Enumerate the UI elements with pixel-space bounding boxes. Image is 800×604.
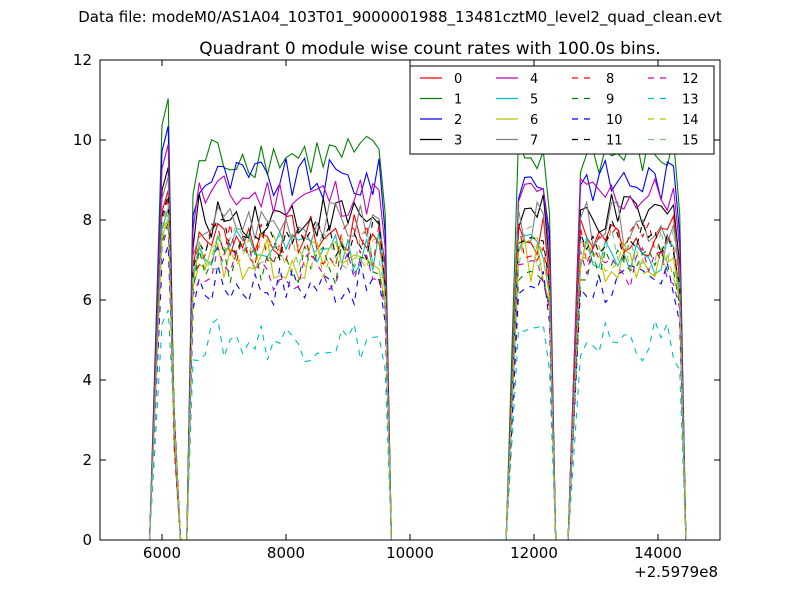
series-line-15 bbox=[149, 204, 687, 540]
y-tick-label: 0 bbox=[82, 531, 92, 549]
x-tick-label: 8000 bbox=[267, 544, 305, 562]
series-line-3 bbox=[149, 167, 687, 540]
legend-label: 15 bbox=[682, 134, 699, 149]
series-line-12 bbox=[149, 227, 687, 540]
legend-label: 1 bbox=[454, 93, 462, 108]
chart-title: Quadrant 0 module wise count rates with … bbox=[199, 39, 660, 59]
series-line-6 bbox=[149, 217, 687, 540]
x-tick-label: 6000 bbox=[143, 544, 181, 562]
x-tick-label: 14000 bbox=[634, 544, 682, 562]
y-tick-label: 10 bbox=[73, 131, 92, 149]
legend-label: 9 bbox=[606, 93, 614, 108]
y-tick-label: 2 bbox=[82, 451, 92, 469]
legend-label: 10 bbox=[606, 113, 623, 128]
series-line-8 bbox=[149, 199, 687, 540]
y-tick-label: 6 bbox=[82, 291, 92, 309]
legend-label: 11 bbox=[606, 134, 623, 149]
legend-label: 13 bbox=[682, 93, 699, 108]
series-line-7 bbox=[149, 176, 687, 540]
y-tick-label: 12 bbox=[73, 51, 92, 69]
x-tick-label: 10000 bbox=[386, 544, 434, 562]
y-tick-label: 4 bbox=[82, 371, 92, 389]
series-line-9 bbox=[149, 222, 687, 540]
legend-label: 5 bbox=[530, 93, 538, 108]
series-line-4 bbox=[149, 144, 687, 540]
legend-label: 6 bbox=[530, 113, 538, 128]
data-file-title: Data file: modeM0/AS1A04_103T01_90000019… bbox=[78, 8, 722, 26]
series-line-10 bbox=[149, 245, 687, 540]
legend-label: 2 bbox=[454, 113, 462, 128]
legend-label: 14 bbox=[682, 113, 699, 128]
series-line-2 bbox=[149, 125, 687, 540]
legend-label: 12 bbox=[682, 72, 699, 87]
series-line-13 bbox=[149, 309, 687, 540]
series-line-5 bbox=[149, 208, 687, 540]
y-tick-label: 8 bbox=[82, 211, 92, 229]
x-offset-text: +2.5979e8 bbox=[634, 563, 718, 581]
legend-label: 7 bbox=[530, 134, 538, 149]
legend-label: 8 bbox=[606, 72, 614, 87]
legend-label: 3 bbox=[454, 134, 462, 149]
legend-label: 0 bbox=[454, 72, 462, 87]
x-tick-label: 12000 bbox=[510, 544, 558, 562]
series-line-1 bbox=[149, 98, 687, 540]
series-layer bbox=[149, 98, 687, 540]
legend-label: 4 bbox=[530, 72, 538, 87]
series-line-11 bbox=[149, 194, 687, 540]
